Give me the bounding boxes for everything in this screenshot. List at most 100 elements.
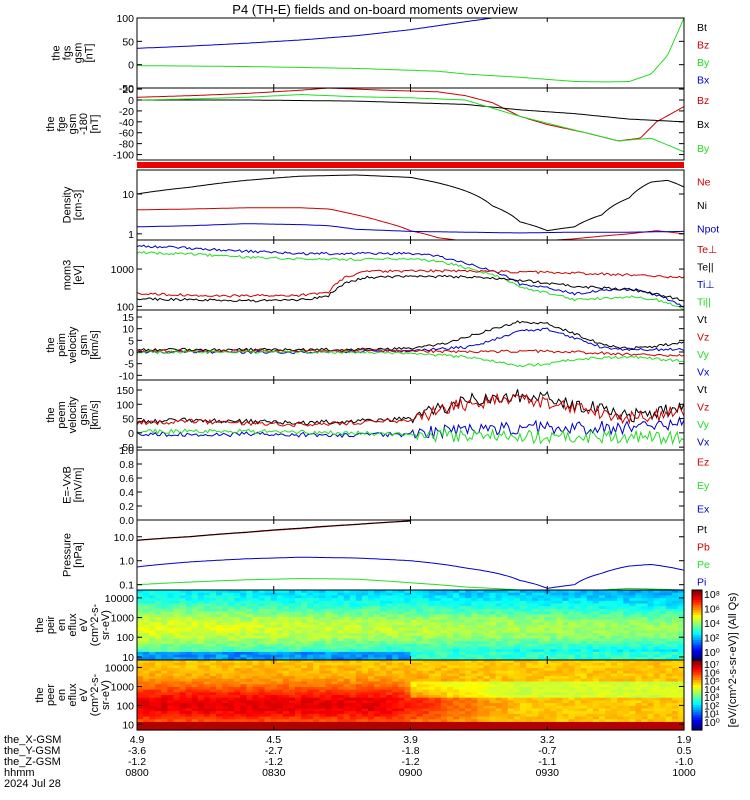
spectrogram-cell — [143, 598, 150, 602]
spectrogram-cell — [586, 692, 594, 696]
spectrogram-cell — [483, 622, 491, 626]
series-line-red — [136, 87, 685, 142]
spectrogram-cell — [440, 651, 448, 656]
spectrogram-cell — [209, 638, 217, 642]
spectrogram-cell — [331, 643, 339, 648]
spectrogram-cell — [137, 668, 144, 672]
spectrogram-cell — [446, 635, 454, 640]
spectrogram-cell — [507, 635, 515, 640]
spectrogram-cell — [143, 689, 150, 693]
spectrogram-cell — [495, 724, 503, 728]
spectrogram-cell — [507, 649, 515, 653]
spectrogram-cell — [282, 724, 290, 728]
spectrogram-cell — [319, 668, 327, 672]
spectrogram-cell — [143, 643, 150, 648]
spectrogram-cell — [501, 590, 509, 594]
spectrogram-cell — [647, 625, 655, 629]
spectrogram-cell — [507, 651, 515, 656]
spectrogram-cell — [550, 668, 557, 672]
spectrogram-cell — [380, 705, 387, 710]
spectrogram-cell — [574, 684, 582, 688]
spectrogram-cell — [246, 724, 254, 728]
spectrogram-cell — [270, 630, 278, 634]
spectrogram-cell — [477, 654, 485, 658]
spectrogram-cell — [507, 608, 515, 613]
spectrogram-cell — [507, 630, 515, 634]
spectrogram-cell — [653, 590, 661, 594]
spectrogram-cell — [179, 625, 187, 629]
spectrogram-cell — [623, 721, 630, 726]
spectrogram-cell — [465, 719, 472, 723]
spectrogram-cell — [459, 643, 466, 648]
spectrogram-cell — [677, 622, 685, 626]
spectrogram-cell — [173, 630, 181, 634]
spectrogram-cell — [325, 684, 333, 688]
spectrogram-cell — [380, 695, 387, 699]
spectrogram-cell — [525, 651, 533, 656]
spectrogram-cell — [374, 708, 381, 712]
spectrogram-cell — [465, 700, 472, 704]
spectrogram-cell — [550, 724, 557, 728]
spectrogram-cell — [428, 719, 436, 723]
spectrogram-cell — [459, 630, 466, 634]
spectrogram-cell — [525, 603, 533, 607]
spectrogram-cell — [453, 600, 460, 605]
y-tick-label: 1 — [128, 229, 134, 241]
spectrogram-cell — [495, 641, 503, 645]
spectrogram-cell — [301, 638, 308, 642]
spectrogram-cell — [453, 641, 460, 645]
spectrogram-cell — [532, 716, 539, 720]
spectrogram-cell — [580, 703, 588, 707]
spectrogram-cell — [222, 635, 229, 640]
spectrogram-cell — [264, 619, 272, 623]
spectrogram-cell — [216, 692, 223, 696]
spectrogram-cell — [556, 697, 564, 701]
spectrogram-cell — [465, 627, 472, 631]
spectrogram-cell — [246, 676, 254, 680]
spectrogram-cell — [361, 700, 369, 704]
spectrogram-cell — [532, 643, 539, 648]
spectrogram-cell — [519, 660, 527, 664]
spectrogram-cell — [197, 673, 205, 677]
spectrogram-cell — [629, 724, 636, 728]
spectrogram-cell — [629, 692, 636, 696]
spectrogram-cell — [513, 598, 521, 602]
spectrogram-cell — [282, 657, 290, 661]
spectrogram-cell — [525, 643, 533, 648]
spectrogram-cell — [282, 681, 290, 685]
spectrogram-cell — [538, 697, 545, 701]
spectrogram-cell — [179, 678, 187, 683]
spectrogram-cell — [325, 643, 333, 648]
spectrogram-cell — [404, 654, 412, 658]
spectrogram-cell — [483, 598, 491, 602]
spectrogram-cell — [361, 600, 369, 605]
spectrogram-cell — [513, 608, 521, 613]
spectrogram-cell — [149, 590, 156, 594]
spectrogram-cell — [374, 711, 381, 715]
spectrogram-cell — [483, 665, 491, 669]
spectrogram-cell — [416, 622, 424, 626]
spectrogram-cell — [355, 654, 363, 658]
spectrogram-cell — [234, 686, 241, 691]
spectrogram-cell — [647, 700, 655, 704]
spectrogram-cell — [252, 692, 260, 696]
spectrogram-cell — [374, 695, 381, 699]
spectrogram-cell — [477, 665, 485, 669]
spectrogram-cell — [325, 606, 333, 610]
spectrogram-cell — [483, 697, 491, 701]
spectrogram-cell — [465, 600, 472, 605]
spectrogram-cell — [440, 697, 448, 701]
spectrogram-cell — [216, 727, 223, 731]
spectrogram-cell — [653, 703, 661, 707]
spectrogram-cell — [173, 676, 181, 680]
spectrogram-cell — [197, 638, 205, 642]
spectrogram-cell — [519, 721, 527, 726]
spectrogram-cell — [428, 643, 436, 648]
spectrogram-cell — [264, 668, 272, 672]
y-axis-label: fgs — [62, 45, 74, 60]
spectrogram-cell — [568, 670, 576, 675]
spectrogram-cell — [513, 686, 521, 691]
spectrogram-cell — [495, 646, 503, 650]
spectrogram-cell — [137, 590, 144, 594]
spectrogram-cell — [525, 595, 533, 599]
